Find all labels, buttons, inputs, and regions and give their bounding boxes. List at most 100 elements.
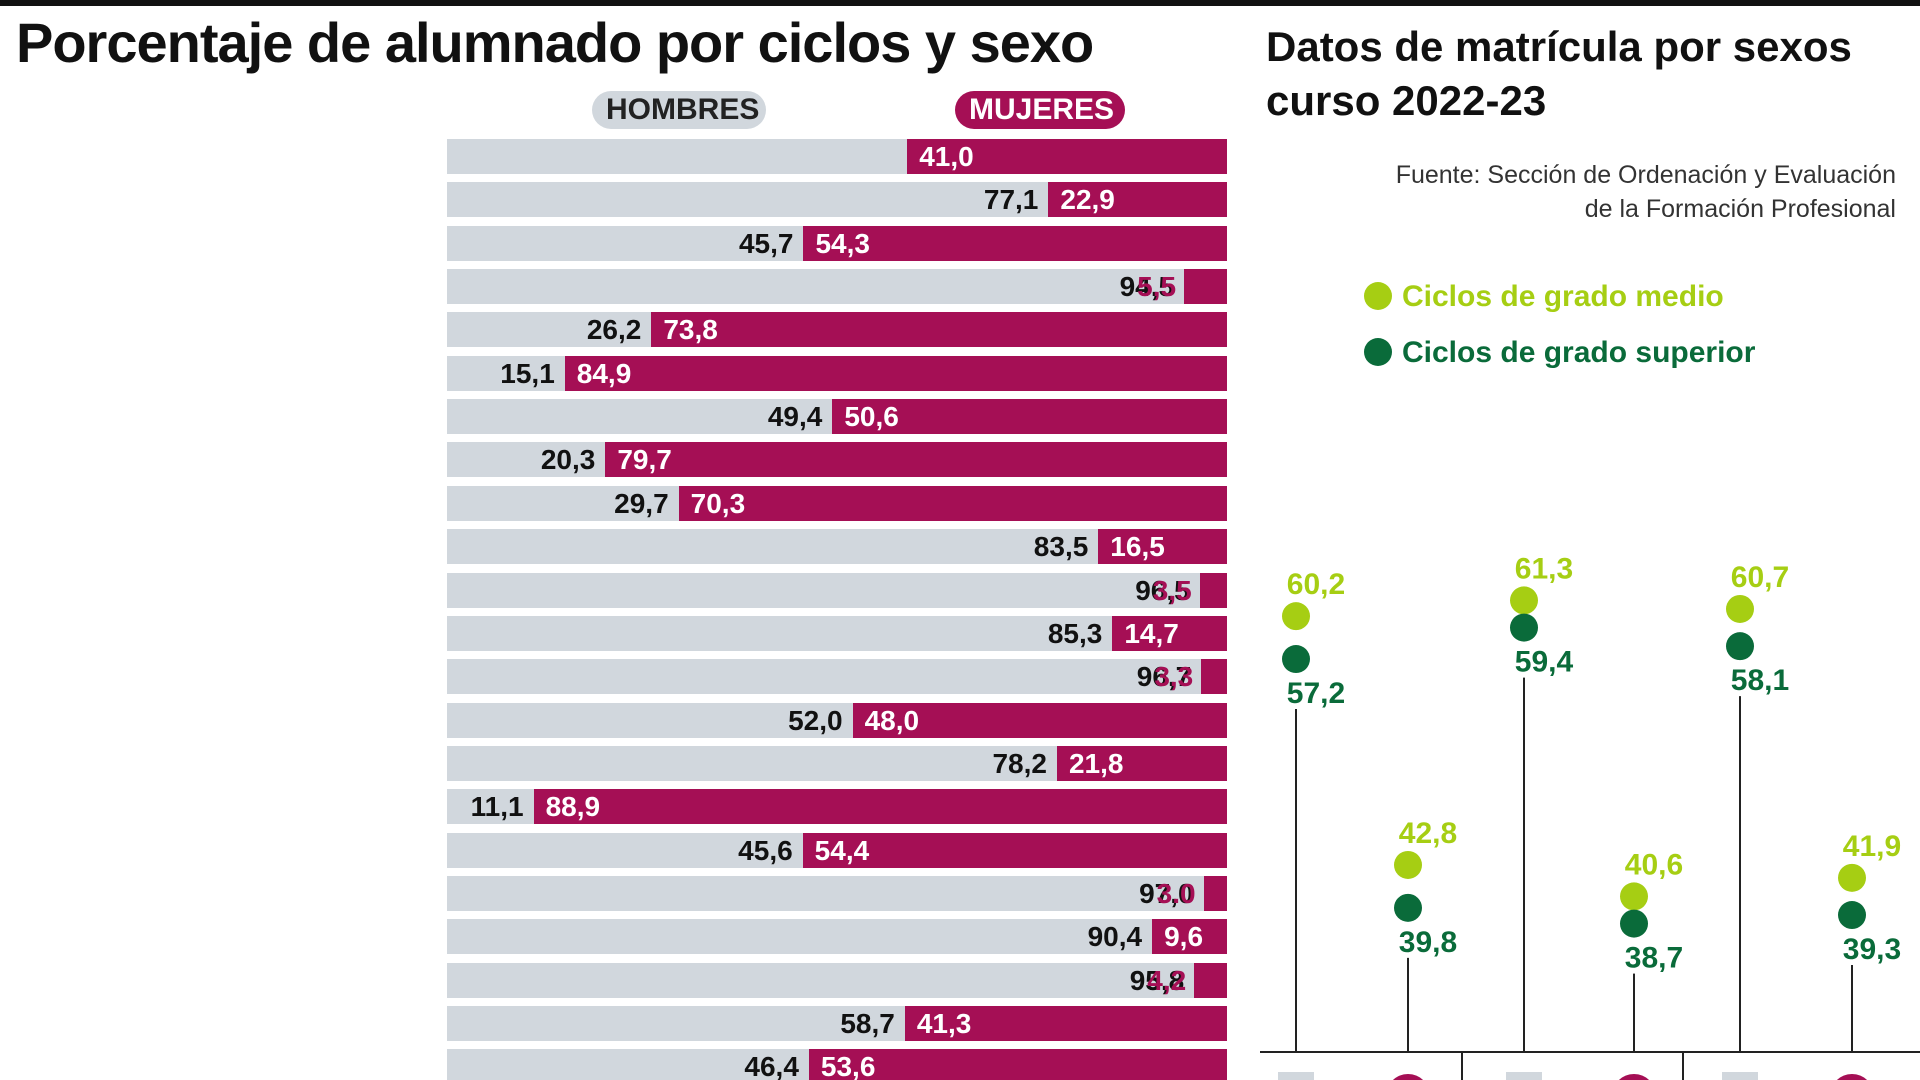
bar-women	[1056, 745, 1227, 781]
source-line-1: Fuente: Sección de Ordenación y Evaluaci…	[1395, 161, 1896, 189]
bar-women	[1194, 962, 1227, 998]
bar-women	[1048, 182, 1227, 218]
value-label-women: 41,3	[916, 1008, 972, 1039]
bar-men	[447, 875, 1204, 911]
bar-women	[1112, 615, 1227, 651]
dot-grado-medio	[1394, 850, 1422, 879]
source-note: Fuente: Sección de Ordenación y Evaluaci…	[1396, 158, 1896, 226]
value-label-grado-superior: 59,4	[1515, 646, 1574, 679]
bar-women	[808, 1049, 1227, 1080]
bar-women	[533, 789, 1227, 825]
value-label-women: 48,0	[864, 704, 920, 736]
legend-grado-medio: Ciclos de grado medio	[1364, 280, 1724, 316]
bar-men	[447, 745, 1057, 781]
bar-men	[447, 182, 1049, 218]
value-label-women: 3,3	[1154, 661, 1194, 693]
dot-chart-title-line-2: curso 2022-23	[1266, 77, 1547, 124]
bar-women	[651, 312, 1227, 348]
value-label-men: 26,2	[586, 314, 642, 346]
value-label-men: 52,0	[788, 704, 843, 736]
bar-women	[1199, 572, 1227, 608]
bar-women	[832, 399, 1227, 435]
value-label-men: 20,3	[540, 444, 596, 476]
value-label-men: 49,4	[767, 401, 823, 433]
bar-men	[447, 962, 1195, 998]
bar-men	[447, 702, 853, 738]
male-icon	[1722, 1072, 1758, 1080]
legend-label-grado-superior: Ciclos de grado superior	[1402, 336, 1756, 369]
value-label-women: 14,7	[1124, 617, 1179, 649]
value-label-women: 53,6	[820, 1051, 876, 1080]
value-label-women: 3.0	[1156, 877, 1196, 909]
legend-dot-grado-superior	[1364, 338, 1392, 366]
dot-grado-superior	[1282, 645, 1310, 674]
value-label-women: 54,4	[814, 834, 870, 866]
value-label-women: 5,5	[1137, 271, 1177, 303]
dot-grado-medio	[1620, 882, 1648, 911]
value-label-women: 41,0	[919, 141, 974, 172]
value-label-men: 77,1	[983, 184, 1039, 216]
bar-men	[447, 139, 908, 174]
value-label-men: 96,5	[1135, 574, 1190, 606]
value-label-women: 16,5	[1110, 531, 1165, 563]
bar-men	[447, 789, 534, 825]
bar-women	[678, 485, 1227, 521]
dot-grado-superior	[1838, 901, 1866, 930]
value-label-women: 70,3	[690, 487, 746, 519]
bar-men	[447, 485, 679, 521]
dot-grado-superior	[1394, 893, 1422, 922]
value-label-grado-medio: 60,7	[1731, 561, 1789, 594]
value-label-grado-medio: 40,6	[1625, 848, 1683, 881]
dot-chart-title: Datos de matrícula por sexos curso 2022-…	[1266, 20, 1886, 128]
value-label-women: 4,2	[1147, 964, 1187, 996]
value-label-men: 58,7	[840, 1008, 895, 1039]
bar-men	[447, 572, 1200, 608]
value-label-women: 3,5	[1152, 574, 1192, 606]
dot-grado-medio	[1282, 602, 1310, 631]
value-label-men: 45,6	[738, 834, 793, 866]
male-icon	[1506, 1072, 1542, 1080]
dot-grado-superior	[1510, 613, 1538, 642]
value-label-grado-medio: 42,8	[1399, 817, 1457, 850]
bar-men	[447, 225, 804, 261]
bar-men	[447, 1049, 809, 1080]
value-label-grado-medio: 41,9	[1843, 830, 1901, 863]
value-label-men: 95,8	[1129, 964, 1185, 996]
bar-men	[447, 832, 803, 868]
value-label-men: 11,1	[470, 791, 524, 823]
bar-women	[907, 139, 1227, 174]
value-label-men: 45,7	[738, 227, 794, 259]
value-label-men: 94,5	[1119, 271, 1175, 303]
value-label-men: 97,0	[1139, 877, 1194, 909]
female-icon	[1392, 1074, 1424, 1080]
bar-women	[1098, 529, 1227, 565]
value-label-women: 84,9	[576, 357, 632, 389]
bar-men	[447, 529, 1099, 565]
dot-grado-medio	[1838, 863, 1866, 892]
value-label-men: 85,3	[1047, 617, 1103, 649]
bar-women	[852, 702, 1227, 738]
value-label-men: 78,2	[992, 747, 1047, 779]
value-label-women: 73,8	[663, 314, 718, 346]
dot-chart-title-line-1: Datos de matrícula por sexos	[1266, 23, 1852, 70]
legend-men: HOMBRES	[592, 91, 766, 129]
value-label-women: 21,8	[1068, 747, 1124, 779]
dot-grado-superior	[1726, 632, 1754, 661]
bar-women	[802, 832, 1227, 868]
bar-men	[447, 399, 833, 435]
value-label-men: 29,7	[614, 487, 669, 519]
bar-men	[447, 312, 652, 348]
legend-dot-grado-medio	[1364, 282, 1392, 310]
bar-women	[803, 225, 1227, 261]
bar-men	[447, 919, 1153, 955]
value-label-grado-superior: 57,2	[1287, 677, 1345, 710]
value-label-men: 46,4	[744, 1051, 799, 1080]
value-label-grado-medio: 61,3	[1515, 552, 1573, 585]
bar-women	[605, 442, 1227, 478]
bar-women	[1201, 659, 1227, 695]
value-label-grado-medio: 60,2	[1287, 568, 1345, 601]
dot-chart: 60,2 57,2 42,8 39,8 61,3 59,4 40,6 38,7 60,7 58,1…	[1260, 552, 1920, 1080]
value-label-grado-superior: 39,8	[1399, 926, 1457, 959]
value-label-grado-superior: 39,3	[1843, 933, 1901, 966]
bar-men	[447, 615, 1113, 651]
